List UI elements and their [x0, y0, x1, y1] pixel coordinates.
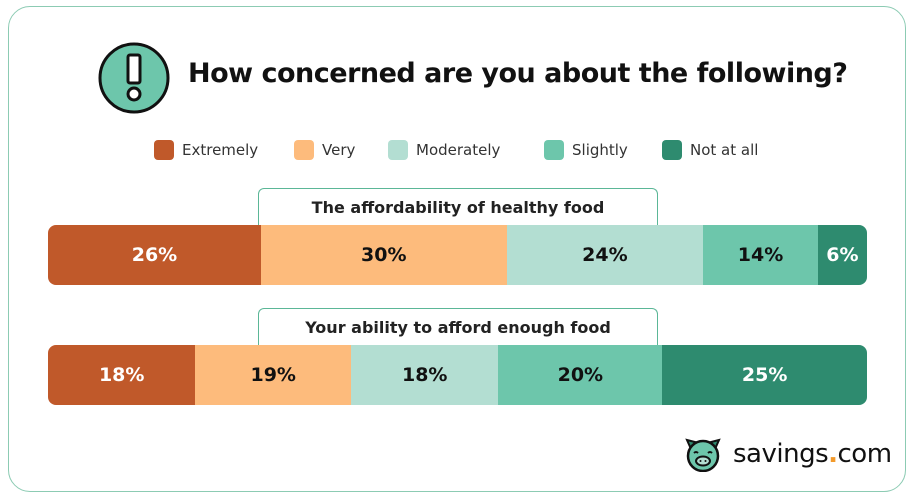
brand-tld: com [837, 439, 893, 469]
bar-segment: 6% [817, 225, 867, 285]
legend: Extremely Very Moderately Slightly Not at al… [0, 140, 916, 164]
exclamation-icon [98, 42, 170, 114]
legend-label: Not at all [690, 141, 759, 159]
legend-item: Very [294, 140, 355, 160]
legend-item: Not at all [662, 140, 758, 160]
legend-swatch [544, 140, 564, 160]
card [8, 6, 906, 492]
brand-dot: . [828, 439, 838, 469]
bar-segment: 30% [260, 225, 507, 285]
brand-name: savings [733, 439, 829, 469]
legend-label: Slightly [572, 141, 628, 159]
legend-swatch [294, 140, 314, 160]
legend-item: Slightly [544, 140, 628, 160]
legend-label: Very [322, 141, 356, 159]
legend-item: Extremely [154, 140, 258, 160]
bar-segment: 18% [351, 345, 499, 405]
legend-label: Extremely [182, 141, 259, 159]
savings-logo: savings.com [683, 436, 892, 472]
chart-title: How concerned are you about the followin… [188, 58, 848, 89]
bar-segment: 19% [195, 345, 352, 405]
category-label: Your ability to afford enough food [258, 308, 658, 346]
bar-segment: 14% [703, 225, 818, 285]
bar-segment: 26% [48, 225, 261, 285]
bar-segment: 24% [506, 225, 704, 285]
legend-label: Moderately [416, 141, 501, 159]
legend-swatch [154, 140, 174, 160]
legend-swatch [388, 140, 408, 160]
stacked-bar: 18% 19% 18% 20% 25% [48, 345, 867, 405]
legend-swatch [662, 140, 682, 160]
legend-item: Moderately [388, 140, 500, 160]
bar-segment: 25% [662, 345, 867, 405]
stacked-bar: 26% 30% 24% 14% 6% [48, 225, 867, 285]
bar-segment: 18% [48, 345, 196, 405]
category-label: The affordability of healthy food [258, 188, 658, 226]
pig-icon [685, 438, 721, 472]
bar-segment: 20% [498, 345, 663, 405]
